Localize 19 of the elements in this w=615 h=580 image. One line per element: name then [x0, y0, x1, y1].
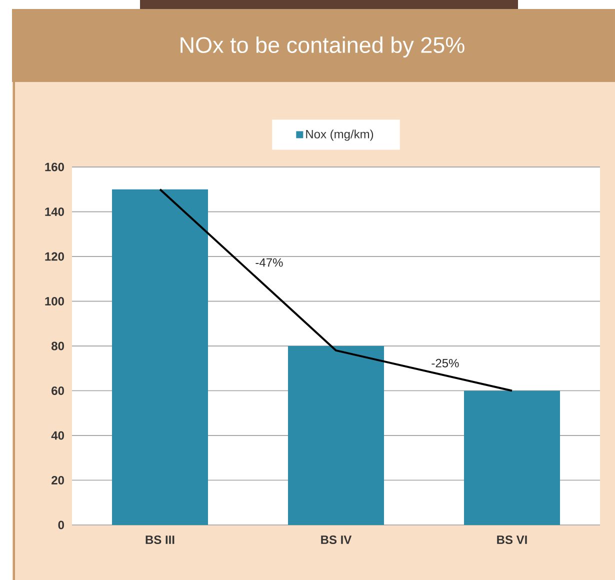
y-tick-label: 140 — [45, 207, 64, 216]
y-tick-label: 100 — [45, 296, 64, 306]
annotation: -47% — [256, 258, 283, 267]
y-tick-label: 40 — [51, 431, 64, 440]
y-tick-label: 160 — [45, 162, 64, 172]
x-tick-label: BS VI — [497, 536, 527, 544]
annotation: -25% — [432, 358, 459, 368]
y-tick-label: 120 — [45, 252, 64, 261]
y-tick-label: 0 — [58, 520, 64, 530]
bar — [112, 189, 208, 525]
bar — [464, 390, 560, 525]
chart-title: NOx to be contained by 25% — [180, 36, 464, 58]
legend-label: Nox (mg/km) — [306, 130, 374, 141]
x-tick-label: BS III — [146, 536, 174, 544]
y-tick-label: 60 — [52, 386, 64, 395]
y-tick-label: 20 — [52, 476, 64, 484]
bar — [288, 346, 384, 525]
x-tick-label: BS IV — [321, 536, 352, 544]
y-tick-label: 80 — [52, 342, 64, 350]
